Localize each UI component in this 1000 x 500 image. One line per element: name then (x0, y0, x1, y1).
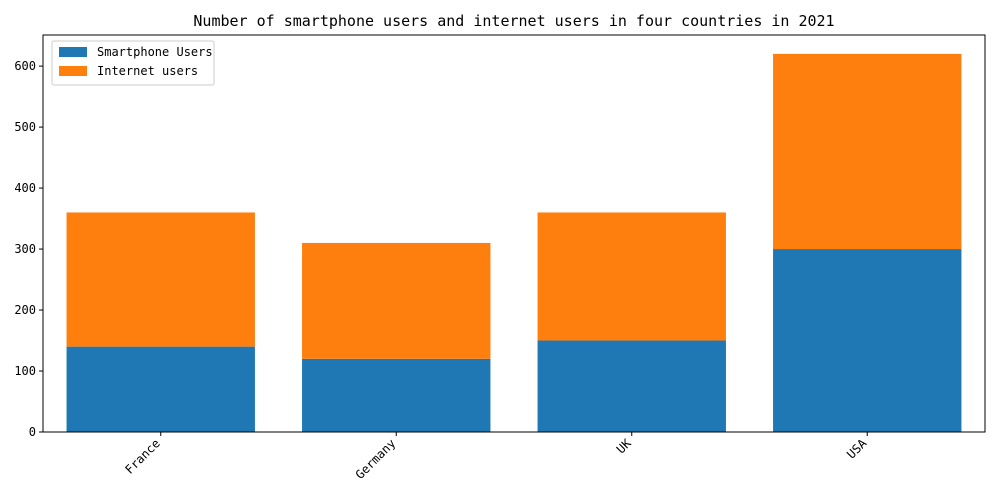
bar-usa-series-1 (773, 53, 962, 250)
legend-swatch-1 (59, 66, 87, 76)
bars-layer (66, 53, 962, 432)
x-tick-label-uk: UK (614, 436, 635, 457)
y-tick-label: 100 (14, 364, 36, 378)
x-tick-label-germany: Germany (353, 436, 399, 482)
legend-swatch-0 (59, 47, 87, 57)
x-tick-label-france: France (122, 436, 163, 477)
y-tick-label: 600 (14, 59, 36, 73)
legend-box (51, 40, 215, 86)
x-axis: France Germany UK USA (122, 432, 870, 482)
bar-germany-series-0 (302, 358, 491, 432)
legend-label-1: Internet users (97, 64, 198, 78)
chart-title: Number of smartphone users and internet … (193, 12, 834, 30)
bar-usa-series-0 (773, 249, 962, 432)
y-tick-label: 200 (14, 303, 36, 317)
y-tick-label: 300 (14, 242, 36, 256)
y-tick-label: 400 (14, 181, 36, 195)
legend-label-0: Smartphone Users (97, 45, 213, 59)
bar-uk-series-1 (537, 212, 726, 341)
y-tick-label: 0 (29, 425, 36, 439)
y-axis: 0 100 200 300 400 500 600 (14, 59, 43, 439)
bar-france-series-1 (66, 212, 255, 347)
bar-germany-series-1 (302, 242, 491, 359)
legend: Smartphone Users Internet users (51, 40, 215, 86)
plot-frame (42, 34, 986, 433)
bar-france-series-0 (66, 346, 255, 432)
x-tick-label-usa: USA (844, 436, 870, 462)
bar-uk-series-0 (537, 340, 726, 432)
y-tick-label: 500 (14, 120, 36, 134)
